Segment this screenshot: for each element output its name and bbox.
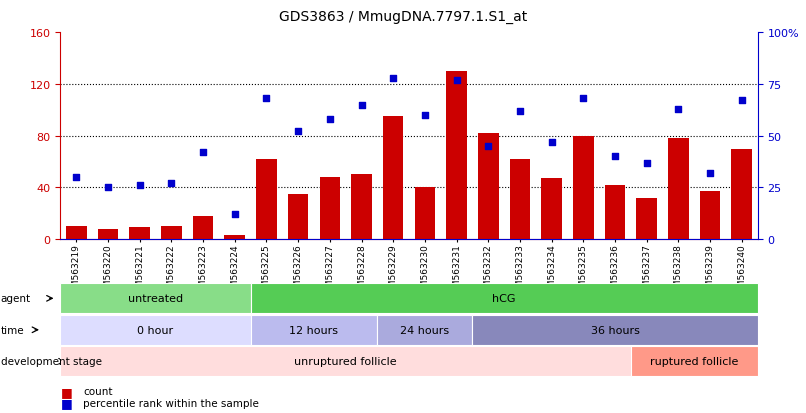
Bar (668, 139, 688, 240)
Point (70, 174, 83, 181)
Point (609, 154, 621, 160)
Point (482, 143, 495, 150)
Point (228, 211, 241, 218)
Point (418, 112, 431, 119)
Point (387, 75, 400, 82)
Text: GDS3863 / MmugDNA.7797.1.S1_at: GDS3863 / MmugDNA.7797.1.S1_at (279, 10, 527, 24)
Text: 24 hours: 24 hours (401, 325, 450, 335)
Bar (98, 229, 118, 240)
Bar (573, 136, 594, 240)
Bar (130, 228, 150, 240)
Text: 0 hour: 0 hour (138, 325, 173, 335)
Text: development stage: development stage (1, 356, 102, 366)
Bar (193, 216, 214, 240)
Point (165, 180, 178, 187)
Text: unruptured follicle: unruptured follicle (294, 356, 397, 366)
Bar (383, 117, 404, 240)
Bar (732, 149, 752, 240)
Bar (161, 227, 181, 240)
Point (133, 183, 146, 189)
Text: agent: agent (1, 294, 31, 304)
Text: time: time (1, 325, 24, 335)
Text: hCG: hCG (492, 294, 516, 304)
Text: ■: ■ (60, 385, 73, 398)
Point (355, 102, 368, 109)
Bar (256, 159, 276, 240)
Point (577, 96, 590, 102)
Text: untreated: untreated (128, 294, 183, 304)
Bar (542, 179, 562, 240)
Bar (637, 198, 657, 240)
Point (102, 185, 114, 191)
Point (292, 129, 305, 135)
Point (735, 98, 748, 104)
Point (323, 116, 336, 123)
Point (640, 160, 653, 166)
Text: ruptured follicle: ruptured follicle (650, 356, 738, 366)
Bar (224, 236, 245, 240)
Point (672, 106, 685, 113)
Bar (351, 175, 372, 240)
Bar (509, 159, 530, 240)
Text: ■: ■ (60, 396, 73, 409)
Point (704, 170, 717, 177)
Bar (447, 72, 467, 240)
Point (260, 96, 273, 102)
Text: count: count (83, 386, 113, 396)
Point (513, 108, 526, 115)
Text: 36 hours: 36 hours (591, 325, 639, 335)
Bar (66, 227, 86, 240)
Point (545, 139, 558, 146)
Bar (319, 178, 340, 240)
Bar (604, 185, 625, 240)
Bar (478, 134, 499, 240)
Bar (700, 192, 721, 240)
Bar (414, 188, 435, 240)
Bar (288, 195, 309, 240)
Point (450, 77, 463, 84)
Text: 12 hours: 12 hours (289, 325, 339, 335)
Text: percentile rank within the sample: percentile rank within the sample (83, 398, 259, 408)
Point (197, 150, 210, 156)
